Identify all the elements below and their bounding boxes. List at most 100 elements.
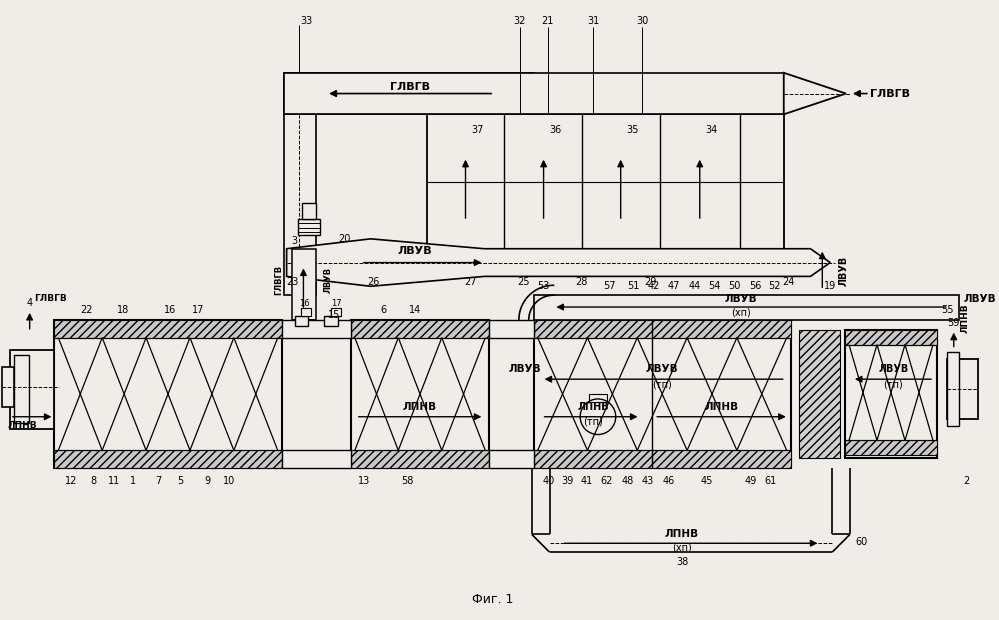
- Text: 6: 6: [381, 305, 387, 315]
- Text: 48: 48: [621, 476, 633, 486]
- Bar: [282, 450, 351, 468]
- Text: 29: 29: [644, 277, 656, 287]
- Text: 54: 54: [708, 281, 720, 291]
- Text: 11: 11: [108, 476, 120, 486]
- Text: 39: 39: [561, 476, 573, 486]
- Text: 61: 61: [765, 476, 777, 486]
- Bar: [299, 219, 321, 235]
- Text: 40: 40: [542, 476, 554, 486]
- Text: 33: 33: [301, 16, 313, 27]
- Text: ЛВУВ: ЛВУВ: [964, 294, 996, 304]
- Text: 49: 49: [745, 476, 757, 486]
- Bar: [284, 73, 533, 114]
- Text: 41: 41: [581, 476, 593, 486]
- Text: ЛПНВ: ЛПНВ: [665, 529, 699, 539]
- Text: Фиг. 1: Фиг. 1: [473, 593, 513, 606]
- Text: 4: 4: [27, 298, 33, 308]
- Text: ЛПНВ: ЛПНВ: [8, 421, 38, 430]
- Text: 62: 62: [600, 476, 613, 486]
- Text: (хп): (хп): [672, 542, 692, 552]
- Text: 30: 30: [636, 16, 648, 27]
- Text: 38: 38: [676, 557, 688, 567]
- Text: 23: 23: [287, 277, 299, 287]
- Bar: [325, 316, 338, 326]
- Text: 58: 58: [401, 476, 414, 486]
- Text: 47: 47: [668, 281, 680, 291]
- Bar: [54, 320, 282, 338]
- Text: 31: 31: [586, 16, 599, 27]
- Bar: [331, 308, 341, 316]
- Text: 24: 24: [782, 277, 795, 287]
- Bar: [845, 330, 937, 458]
- Bar: [798, 330, 840, 458]
- Text: (тп): (тп): [883, 379, 903, 389]
- Text: 37: 37: [472, 125, 484, 135]
- Bar: [14, 355, 29, 423]
- Bar: [54, 320, 282, 468]
- Bar: [351, 450, 490, 468]
- Text: 16: 16: [299, 299, 310, 308]
- Text: 44: 44: [688, 281, 701, 291]
- Text: 25: 25: [517, 277, 530, 287]
- Text: 45: 45: [700, 476, 713, 486]
- Text: ЛПНВ: ЛПНВ: [961, 303, 970, 333]
- Text: 18: 18: [118, 305, 130, 315]
- Bar: [351, 320, 490, 468]
- Text: 52: 52: [768, 281, 781, 291]
- Text: 16: 16: [164, 305, 176, 315]
- Text: 32: 32: [513, 16, 526, 27]
- Bar: [351, 320, 490, 338]
- Bar: [2, 367, 14, 407]
- Bar: [292, 249, 317, 320]
- Text: ЛВУВ: ЛВУВ: [508, 365, 541, 374]
- Text: 17: 17: [192, 305, 204, 315]
- Text: 3: 3: [292, 236, 298, 246]
- Text: 10: 10: [223, 476, 236, 486]
- Text: 53: 53: [537, 281, 549, 291]
- Bar: [302, 308, 312, 316]
- Text: 19: 19: [824, 281, 836, 291]
- Bar: [303, 203, 317, 219]
- Text: 17: 17: [331, 299, 342, 308]
- Bar: [533, 320, 790, 338]
- Text: 55: 55: [941, 305, 953, 315]
- Text: 1: 1: [130, 476, 137, 486]
- Text: 46: 46: [663, 476, 675, 486]
- Text: 50: 50: [728, 281, 740, 291]
- Text: 22: 22: [81, 305, 93, 315]
- Text: 8: 8: [91, 476, 97, 486]
- Text: 5: 5: [177, 476, 183, 486]
- Text: 7: 7: [155, 476, 161, 486]
- Text: 51: 51: [627, 281, 639, 291]
- Text: 9: 9: [205, 476, 211, 486]
- Bar: [533, 450, 790, 468]
- Bar: [947, 353, 959, 426]
- Text: 28: 28: [575, 277, 587, 287]
- Bar: [295, 316, 309, 326]
- Text: 27: 27: [465, 277, 477, 287]
- Text: 15: 15: [328, 310, 341, 320]
- Polygon shape: [287, 239, 830, 286]
- Text: 42: 42: [647, 281, 659, 291]
- Text: ГЛВГВ: ГЛВГВ: [274, 265, 283, 295]
- Text: 13: 13: [358, 476, 370, 486]
- Text: 20: 20: [338, 234, 350, 244]
- Text: 60: 60: [855, 538, 867, 547]
- Bar: [533, 320, 790, 468]
- Polygon shape: [784, 73, 846, 114]
- Bar: [533, 295, 959, 320]
- Text: 57: 57: [603, 281, 616, 291]
- Text: ЛПНВ: ЛПНВ: [403, 402, 438, 412]
- Text: 59: 59: [948, 318, 960, 328]
- Text: 14: 14: [409, 305, 422, 315]
- Text: ЛВУВ: ЛВУВ: [324, 267, 333, 293]
- Bar: [589, 394, 606, 402]
- Bar: [54, 450, 282, 468]
- Text: 12: 12: [65, 476, 77, 486]
- Text: ЛВУВ: ЛВУВ: [725, 294, 757, 304]
- Bar: [845, 440, 937, 455]
- Bar: [10, 350, 54, 428]
- Text: 35: 35: [626, 125, 638, 135]
- Text: ГЛВГВ: ГЛВГВ: [391, 82, 431, 92]
- Text: 34: 34: [705, 125, 717, 135]
